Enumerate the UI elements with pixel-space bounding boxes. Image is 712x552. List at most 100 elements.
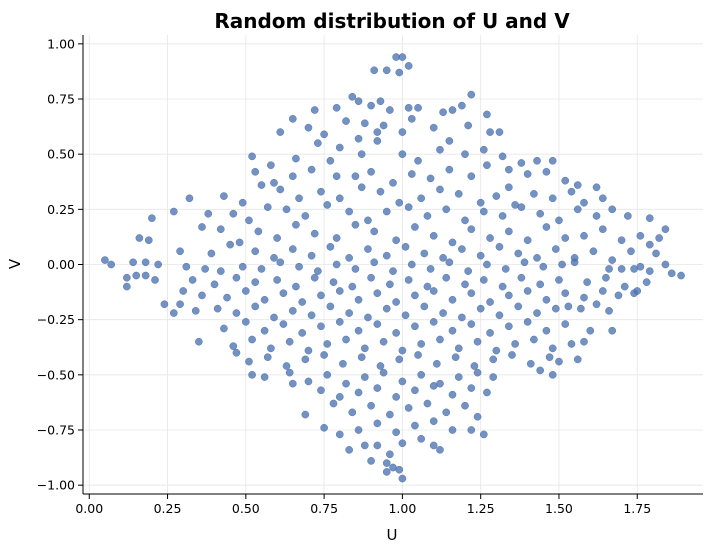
scatter-point	[323, 340, 332, 348]
scatter-point	[298, 298, 307, 306]
scatter-point	[185, 194, 194, 203]
scatter-point	[545, 353, 554, 362]
scatter-point	[229, 209, 238, 218]
scatter-point	[417, 370, 426, 379]
scatter-point	[141, 271, 150, 280]
scatter-point	[263, 353, 272, 362]
scatter-point	[645, 214, 654, 223]
scatter-point	[317, 187, 325, 196]
scatter-point	[479, 430, 488, 439]
scatter-point	[520, 258, 529, 267]
scatter-point	[495, 311, 504, 320]
scatter-point	[313, 139, 322, 147]
scatter-point	[354, 426, 363, 434]
scatter-point	[354, 326, 363, 335]
scatter-point	[479, 276, 488, 284]
scatter-point	[677, 271, 685, 280]
scatter-point	[517, 203, 526, 211]
scatter-point	[313, 267, 322, 275]
y-tick-label: −1.00	[37, 478, 75, 493]
scatter-point	[122, 282, 131, 291]
scatter-point	[533, 309, 541, 317]
scatter-point	[652, 249, 660, 258]
x-tick-label: 1.75	[623, 501, 651, 516]
scatter-point	[335, 194, 344, 203]
scatter-point	[307, 165, 316, 174]
scatter-point	[436, 446, 444, 454]
scatter-point	[489, 373, 498, 381]
scatter-point	[151, 276, 159, 284]
scatter-point	[407, 115, 416, 123]
scatter-point	[354, 295, 363, 304]
scatter-point	[448, 390, 457, 399]
scatter-point	[636, 231, 645, 240]
scatter-point	[342, 379, 350, 388]
scatter-point	[270, 313, 278, 322]
scatter-point	[442, 273, 451, 282]
scatter-point	[248, 370, 256, 379]
scatter-point	[526, 359, 535, 368]
scatter-point	[216, 267, 225, 275]
scatter-point	[417, 194, 426, 203]
scatter-point	[539, 262, 548, 271]
scatter-point	[414, 351, 422, 359]
scatter-point	[564, 302, 573, 311]
scatter-point	[273, 234, 281, 242]
scatter-point	[608, 326, 617, 335]
x-axis-ticks: 0.00 0.25 0.50 0.75 1.00 1.25 1.50 1.75	[75, 494, 651, 516]
scatter-point	[645, 267, 654, 275]
scatter-point	[505, 227, 513, 236]
scatter-point	[351, 220, 360, 229]
scatter-point	[495, 242, 504, 251]
scatter-point	[310, 106, 319, 114]
scatter-point	[251, 302, 260, 311]
scatter-point	[389, 179, 397, 187]
scatter-point	[592, 212, 601, 220]
scatter-point	[429, 287, 438, 295]
scatter-point	[282, 205, 291, 214]
scatter-point	[326, 302, 335, 311]
scatter-point	[514, 302, 523, 311]
scatter-point	[351, 172, 360, 181]
scatter-point	[514, 249, 523, 258]
scatter-point	[414, 156, 422, 165]
scatter-point	[404, 62, 413, 70]
scatter-point	[473, 337, 482, 346]
scatter-point	[392, 236, 400, 245]
scatter-point	[411, 421, 419, 430]
scatter-point	[420, 302, 429, 311]
scatter-point	[401, 242, 410, 251]
scatter-point	[407, 260, 416, 269]
scatter-point	[542, 223, 551, 231]
scatter-point	[354, 97, 363, 106]
scatter-point	[148, 214, 156, 223]
scatter-point	[555, 216, 563, 225]
scatter-point	[429, 231, 438, 240]
scatter-point	[379, 337, 388, 346]
scatter-point	[251, 167, 260, 176]
scatter-point	[288, 245, 297, 253]
scatter-point	[511, 340, 519, 348]
x-tick-label: 0.75	[310, 501, 338, 516]
scatter-point	[423, 282, 432, 291]
scatter-point	[329, 278, 338, 287]
scatter-point	[467, 289, 476, 298]
scatter-point	[310, 229, 319, 238]
scatter-point	[317, 322, 325, 331]
scatter-point	[342, 335, 350, 344]
scatter-point	[317, 291, 325, 300]
scatter-point	[411, 291, 419, 300]
scatter-point	[407, 170, 416, 178]
scatter-point	[298, 329, 307, 337]
scatter-point	[486, 298, 494, 306]
y-axis-ticks: 1.00 0.75 0.50 0.25 0.00 −0.25 −0.50 −0.75 −1.00	[37, 36, 83, 493]
y-tick-label: 1.00	[47, 36, 75, 51]
scatter-point	[357, 353, 366, 362]
scatter-point	[498, 212, 507, 220]
scatter-point	[176, 247, 184, 256]
scatter-point	[458, 101, 466, 110]
scatter-point	[257, 265, 266, 273]
scatter-point	[429, 382, 438, 390]
scatter-point	[169, 207, 178, 216]
